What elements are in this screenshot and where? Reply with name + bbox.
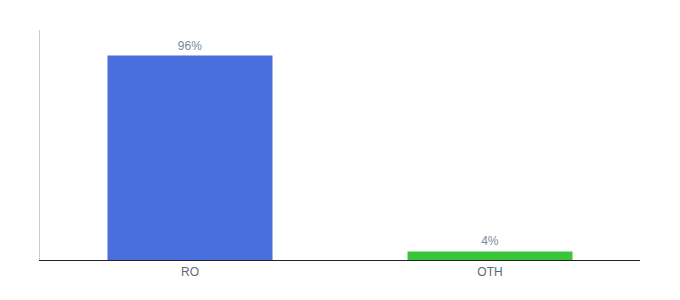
- svg-text:OTH: OTH: [477, 265, 502, 279]
- svg-text:RO: RO: [181, 265, 199, 279]
- svg-text:96%: 96%: [178, 39, 202, 53]
- svg-text:4%: 4%: [481, 234, 499, 248]
